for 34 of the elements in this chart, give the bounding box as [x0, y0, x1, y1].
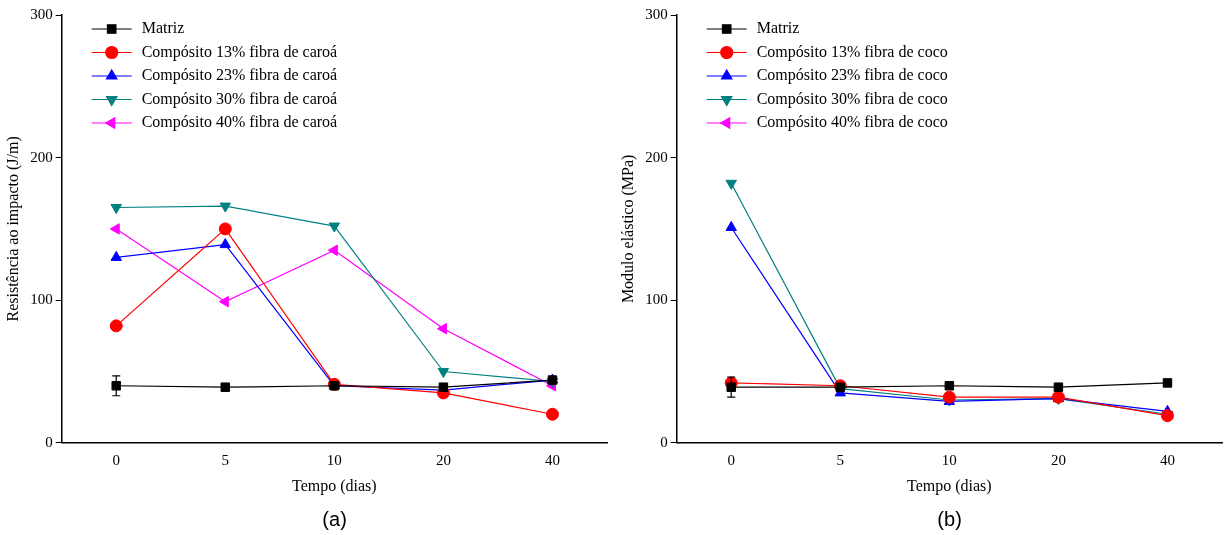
- legend-label: Compósito 13% fibra de caroá: [141, 42, 338, 61]
- legend-label: Compósito 30% fibra de coco: [756, 89, 948, 108]
- x-axis-title: Tempo (dias): [907, 476, 992, 495]
- y-axis-title: Modulo elástico (MPa): [618, 154, 637, 304]
- y-tick-label: 0: [45, 433, 53, 450]
- x-axis-title: Tempo (dias): [292, 476, 377, 495]
- legend-label: Compósito 40% fibra de caroá: [141, 113, 338, 132]
- x-tick-label: 0: [727, 451, 735, 468]
- y-tick-label: 300: [30, 5, 53, 22]
- legend-label: Compósito 40% fibra de coco: [756, 113, 948, 132]
- y-tick-label: 300: [645, 5, 668, 22]
- y-tick-label: 200: [30, 148, 53, 165]
- legend-label: Compósito 30% fibra de caroá: [141, 89, 338, 108]
- text: (a): [322, 508, 347, 531]
- x-tick-label: 5: [836, 451, 845, 468]
- x-tick-label: 5: [221, 451, 230, 468]
- x-tick-label: 40: [544, 451, 560, 468]
- y-tick-label: 100: [30, 291, 53, 308]
- legend-label: Matriz: [141, 19, 185, 37]
- x-tick-label: 20: [1050, 451, 1066, 468]
- y-tick-label: 100: [645, 291, 668, 308]
- x-tick-label: 10: [326, 451, 342, 468]
- legend-label: Compósito 23% fibra de coco: [756, 66, 948, 85]
- y-axis-title: Resistência ao impacto (J/m): [3, 136, 22, 322]
- x-tick-label: 40: [1159, 451, 1175, 468]
- y-tick-label: 200: [645, 148, 668, 165]
- legend-label: Compósito 13% fibra de coco: [756, 42, 948, 61]
- x-tick-label: 10: [941, 451, 957, 468]
- x-tick-label: 20: [435, 451, 451, 468]
- text: (b): [937, 508, 962, 531]
- legend-label: Matriz: [756, 19, 800, 37]
- y-tick-label: 0: [660, 433, 668, 450]
- legend-label: Compósito 23% fibra de caroá: [141, 66, 338, 85]
- x-tick-label: 0: [112, 451, 120, 468]
